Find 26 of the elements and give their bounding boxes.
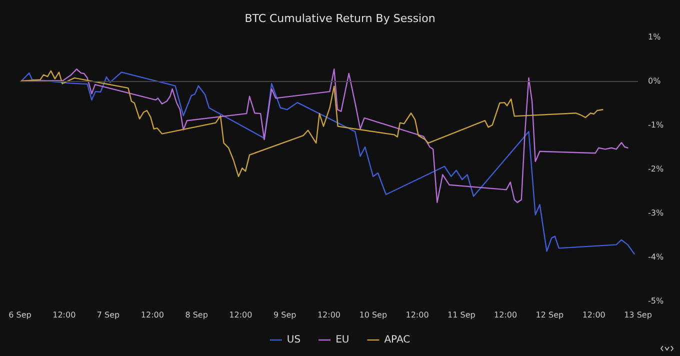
x-tick-label: 6 Sep (8, 310, 32, 320)
x-tick-label: 10 Sep (359, 310, 388, 320)
x-tick-label: 12 Sep (536, 310, 564, 320)
x-tick-label: 12:00 (229, 310, 252, 320)
x-tick-label: 9 Sep (274, 310, 296, 320)
x-tick-label: 12:00 (582, 310, 606, 320)
y-tick-label: 1% (648, 32, 662, 42)
x-tick-label: 12:00 (52, 310, 76, 320)
y-tick-label: 0% (648, 76, 662, 86)
y-tick-label: -3% (648, 208, 664, 218)
x-tick-label: 13 Sep (624, 310, 652, 320)
legend-label: APAC (384, 334, 410, 346)
x-tick-label: 8 Sep (185, 310, 208, 320)
y-tick-label: -2% (648, 164, 664, 174)
y-tick-label: -1% (648, 120, 664, 130)
x-tick-label: 12:00 (406, 310, 429, 320)
x-tick-label: 12:00 (317, 310, 341, 320)
y-tick-label: -5% (648, 296, 664, 306)
chart-title: BTC Cumulative Return By Session (244, 12, 436, 25)
legend-label: US (286, 334, 301, 346)
x-tick-label: 12:00 (494, 310, 518, 320)
x-tick-label: 12:00 (140, 310, 164, 320)
y-tick-label: -4% (648, 252, 664, 262)
x-tick-label: 7 Sep (96, 310, 120, 320)
legend-label: EU (336, 334, 350, 346)
x-tick-label: 11 Sep (448, 310, 476, 320)
